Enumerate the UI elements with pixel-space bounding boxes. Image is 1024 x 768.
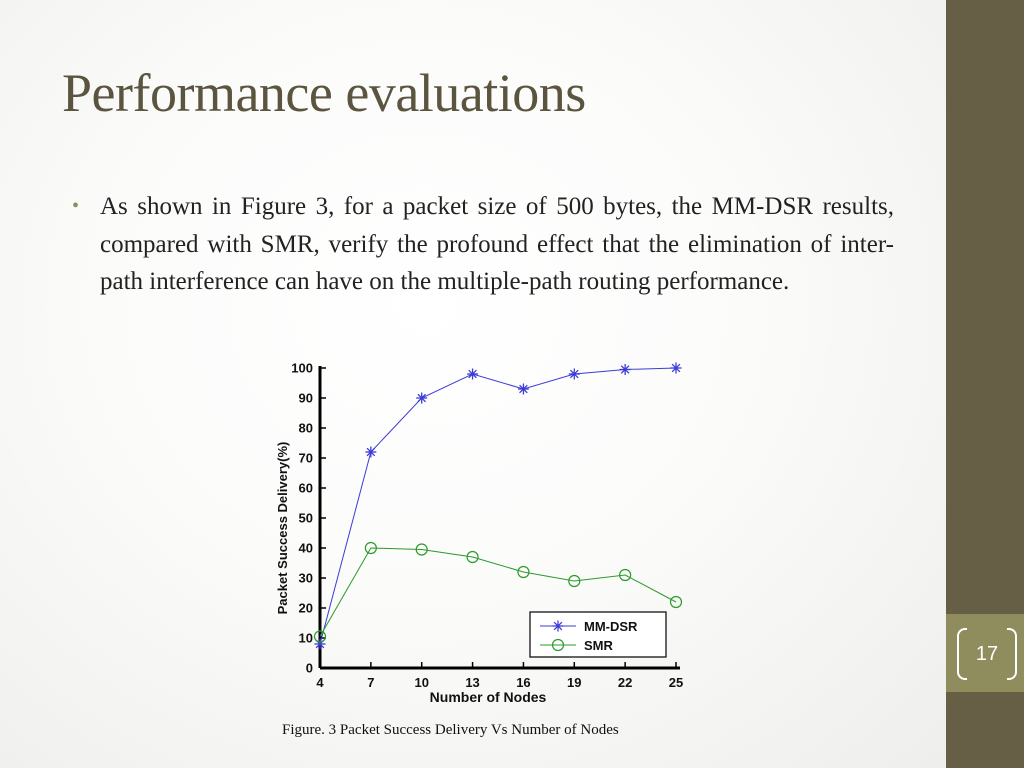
x-tick-label: 16 — [516, 675, 530, 690]
bullet-point: • As shown in Figure 3, for a packet siz… — [72, 188, 894, 301]
x-tick-label: 7 — [367, 675, 374, 690]
series-line-smr — [319, 547, 677, 637]
y-tick-label: 70 — [299, 451, 313, 466]
data-point-mm-dsr — [619, 364, 631, 375]
chart-legend: MM-DSR SMR — [529, 611, 667, 658]
x-tick-label: 4 — [316, 675, 324, 690]
bullet-dot-icon: • — [72, 195, 80, 217]
series-mm-dsr — [314, 362, 682, 650]
x-tick-label: 10 — [414, 675, 428, 690]
y-tick-label: 100 — [291, 361, 313, 376]
x-tick-label: 13 — [465, 675, 479, 690]
y-tick-label: 40 — [299, 541, 313, 556]
data-point-mm-dsr — [365, 446, 377, 458]
figure-caption: Figure. 3 Packet Success Delivery Vs Num… — [282, 722, 619, 738]
legend-label-mm-dsr: MM-DSR — [584, 619, 638, 634]
data-point-mm-dsr — [517, 383, 529, 395]
data-point-smr — [517, 565, 530, 579]
data-point-smr — [364, 541, 377, 555]
data-point-smr — [466, 550, 479, 564]
bullet-text: As shown in Figure 3, for a packet size … — [100, 193, 894, 295]
data-point-smr — [568, 574, 581, 588]
series-smr — [313, 541, 683, 643]
x-tick-label: 19 — [567, 675, 581, 690]
data-point-mm-dsr — [416, 392, 428, 404]
slide-title: Performance evaluations — [62, 63, 586, 123]
x-tick-label: 22 — [618, 675, 632, 690]
data-point-smr — [669, 595, 683, 609]
y-tick-label: 80 — [299, 421, 313, 436]
page-number: 17 — [957, 628, 1017, 680]
bracket-right-icon — [1007, 628, 1017, 680]
y-tick-label: 20 — [299, 601, 313, 616]
legend-marker-mm-dsr — [552, 620, 564, 632]
data-point-mm-dsr — [670, 362, 682, 374]
series-line-mm-dsr — [319, 367, 677, 645]
legend-box — [529, 611, 667, 658]
data-point-mm-dsr — [568, 368, 580, 380]
x-axis-label: Number of Nodes — [430, 689, 547, 705]
slide-background — [0, 0, 946, 768]
y-axis-label: Packet Success Delivery(%) — [275, 442, 290, 615]
y-tick-label: 30 — [299, 571, 313, 586]
legend-label-smr: SMR — [584, 638, 614, 653]
data-point-smr — [313, 630, 327, 643]
legend-marker-smr — [551, 638, 565, 652]
data-point-smr — [619, 568, 632, 582]
data-point-smr — [415, 543, 428, 556]
data-point-mm-dsr — [467, 368, 479, 380]
y-tick-label: 10 — [299, 631, 313, 646]
bracket-left-icon — [957, 628, 967, 680]
y-tick-label: 60 — [299, 481, 313, 496]
y-tick-label: 0 — [306, 661, 313, 676]
page-number-text: 17 — [975, 642, 999, 665]
x-tick-label: 25 — [669, 675, 683, 690]
y-tick-label: 90 — [299, 391, 313, 406]
line-chart: 0 10 20 30 40 50 60 70 80 90 100 4 7 10 13 16 19 22 25 Numb… — [275, 361, 683, 706]
y-tick-label: 50 — [299, 511, 313, 526]
